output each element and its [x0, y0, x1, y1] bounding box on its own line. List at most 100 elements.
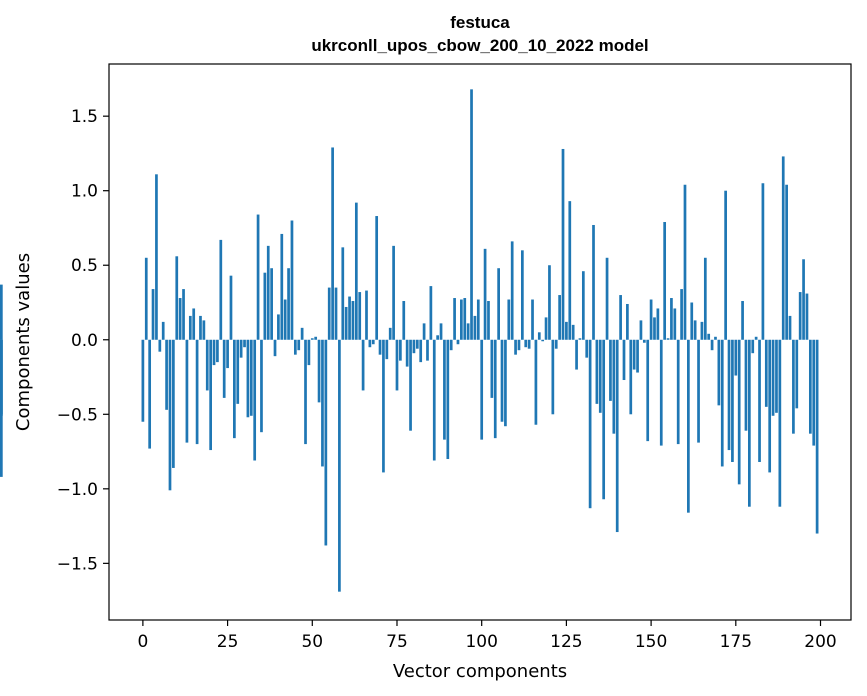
bar	[585, 339, 589, 358]
bar	[236, 339, 240, 404]
bars-group	[0, 89, 819, 592]
bar	[449, 339, 453, 351]
y-axis-label: Components values	[13, 253, 34, 431]
bar	[768, 339, 772, 473]
bar	[321, 339, 324, 467]
bar	[653, 317, 656, 340]
chart-title: festuca	[450, 13, 510, 32]
bar	[507, 299, 511, 340]
x-axis-ticks: 0 25 50 75 100 125 150 175 200	[137, 620, 837, 652]
bar	[737, 339, 741, 485]
bar	[656, 308, 660, 340]
y-tick-label: 1.0	[71, 182, 98, 202]
bar	[571, 324, 575, 340]
bar	[588, 339, 592, 509]
bar	[473, 315, 477, 340]
bar	[646, 339, 650, 442]
y-tick-label: −0.5	[57, 405, 98, 425]
bar	[151, 289, 155, 340]
bar	[273, 339, 277, 357]
bar	[632, 339, 636, 370]
bar	[815, 339, 819, 534]
bar	[578, 338, 582, 340]
bar	[707, 333, 711, 340]
bar	[500, 339, 504, 422]
bar	[636, 339, 639, 373]
x-tick-label: 125	[550, 632, 582, 652]
bar	[141, 339, 145, 422]
bar	[781, 156, 785, 340]
bar	[460, 299, 463, 340]
y-tick-label: 1.5	[71, 107, 98, 127]
bar	[436, 335, 439, 340]
bar	[558, 295, 561, 340]
bar	[805, 293, 809, 340]
y-tick-label: 0.0	[71, 331, 98, 351]
bar	[615, 339, 619, 533]
bar	[368, 339, 372, 348]
bar	[521, 250, 524, 340]
bar	[666, 338, 670, 340]
bar	[161, 321, 165, 340]
bar	[700, 321, 704, 340]
bar	[439, 323, 443, 340]
bar	[432, 339, 436, 461]
bar	[710, 339, 714, 351]
bar	[466, 323, 470, 340]
bar	[144, 257, 148, 340]
y-tick-label: −1.5	[57, 554, 98, 574]
bar	[327, 287, 331, 340]
bar	[216, 339, 219, 363]
bar	[358, 292, 362, 340]
bar	[602, 339, 606, 500]
bar	[544, 317, 548, 340]
bar	[568, 201, 572, 340]
bar	[158, 339, 162, 352]
bar	[0, 339, 3, 477]
bar	[771, 339, 775, 416]
bar	[409, 339, 412, 431]
bar	[649, 299, 653, 340]
bar	[405, 339, 409, 367]
bar	[720, 339, 724, 467]
bar	[168, 339, 172, 491]
bar	[283, 299, 287, 340]
bar	[524, 339, 528, 348]
bar	[229, 275, 233, 340]
plot-frame	[108, 63, 852, 621]
bar	[761, 183, 765, 340]
bar	[0, 284, 3, 340]
bar	[175, 256, 179, 340]
bar	[415, 339, 419, 349]
bar	[172, 339, 175, 468]
bar	[687, 339, 690, 513]
bar	[622, 339, 626, 381]
bar	[293, 339, 297, 355]
bar	[165, 339, 168, 410]
bar	[155, 174, 158, 340]
bar	[422, 323, 426, 340]
bar	[310, 338, 314, 340]
bar	[297, 339, 301, 351]
bar	[792, 339, 795, 434]
y-axis-ticks: −1.5 −1.0 −0.5 0.0 0.5 1.0 1.5	[57, 107, 109, 574]
bar	[673, 308, 677, 340]
x-tick-label: 25	[217, 632, 239, 652]
bar	[626, 303, 629, 340]
bar	[785, 184, 788, 340]
bar	[426, 339, 429, 361]
bar	[392, 245, 395, 340]
bar	[226, 339, 229, 369]
bar	[249, 339, 253, 416]
bar	[751, 339, 755, 354]
bar	[324, 339, 328, 546]
bar	[354, 202, 358, 340]
bar	[277, 314, 280, 340]
bar	[219, 239, 223, 340]
bar	[808, 339, 812, 434]
bar	[798, 292, 802, 340]
bar	[470, 89, 473, 340]
bar	[497, 268, 500, 340]
bar	[514, 339, 517, 355]
bar	[795, 339, 799, 409]
